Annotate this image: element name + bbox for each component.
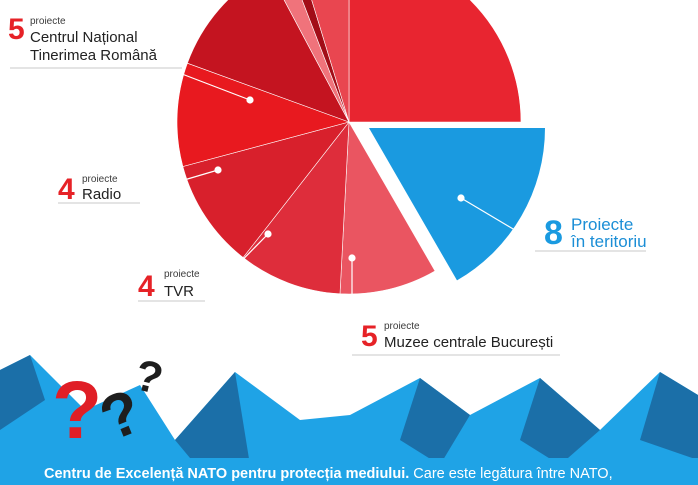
- leader-dot-cntr: [246, 96, 254, 104]
- question-mark-dark-2: ?: [130, 350, 168, 404]
- label-teritoriu-line1: Proiecte: [571, 215, 634, 234]
- footer-caption: Centru de Excelență NATO pentru protecți…: [0, 464, 698, 485]
- label-tvr-prefix: proiecte: [164, 269, 200, 280]
- leader-line-cntr: [181, 73, 251, 101]
- label-cntr-line1: Centrul Național: [30, 29, 138, 46]
- footer-bold: Centru de Excelență NATO pentru protecți…: [44, 466, 410, 482]
- label-muzee-prefix: proiecte: [384, 321, 420, 332]
- label-cntr-prefix: proiecte: [30, 16, 66, 27]
- label-cntr-line2: Tinerimea Română: [30, 47, 157, 64]
- question-mark-red: ?: [52, 365, 102, 456]
- label-underlines: [10, 67, 646, 356]
- pie-slice-1: [369, 128, 545, 281]
- mountain-shade-5: [640, 372, 698, 460]
- pie-slice-9: [311, 0, 350, 123]
- footer-band: [0, 458, 698, 485]
- pie-slice-6: [186, 0, 350, 123]
- question-marks: ? ? ?: [52, 350, 168, 456]
- label-radio-number: 4: [58, 173, 75, 206]
- pie-slice-8: [301, 0, 350, 123]
- label-muzee-number: 5: [361, 320, 378, 353]
- label-teritoriu-line2: în teritoriu: [571, 232, 647, 251]
- label-tvr-number: 4: [138, 270, 155, 303]
- mountains-background: [0, 355, 698, 485]
- pie-slice-2: [339, 120, 436, 295]
- leader-dot-teritoriu: [457, 194, 465, 202]
- label-muzee-name: Muzee centrale București: [384, 334, 554, 351]
- leader-dot-muzee: [348, 254, 356, 262]
- pie-slice-3: [242, 121, 350, 295]
- leader-line-teritoriu: [460, 197, 536, 243]
- leader-dot-radio: [214, 166, 222, 174]
- mountain-shade-3: [400, 378, 470, 465]
- label-cntr-number: 5: [8, 13, 25, 46]
- pie-slice-10: [348, 0, 522, 123]
- mountain-shade-4: [520, 378, 600, 465]
- pie-slice-4: [182, 121, 350, 258]
- leader-line-tvr: [204, 233, 269, 299]
- leader-line-radio: [139, 169, 219, 194]
- mountain-shade-2: [175, 372, 250, 470]
- pie-chart: [176, 0, 545, 295]
- label-radio-prefix: proiecte: [82, 174, 118, 185]
- label-radio-name: Radio: [82, 186, 122, 203]
- footer-text: Centru de Excelență NATO pentru protecți…: [44, 466, 613, 482]
- mountain-shade-1: [0, 355, 45, 430]
- pie-slice-7: [283, 0, 350, 123]
- leader-lines: [139, 73, 536, 318]
- leader-dot-tvr: [264, 230, 272, 238]
- label-teritoriu-number: 8: [544, 214, 563, 252]
- footer-rest: Care este legătura între NATO,: [409, 466, 613, 482]
- label-tvr-name: TVR: [164, 283, 194, 300]
- mountain-base: [0, 355, 698, 485]
